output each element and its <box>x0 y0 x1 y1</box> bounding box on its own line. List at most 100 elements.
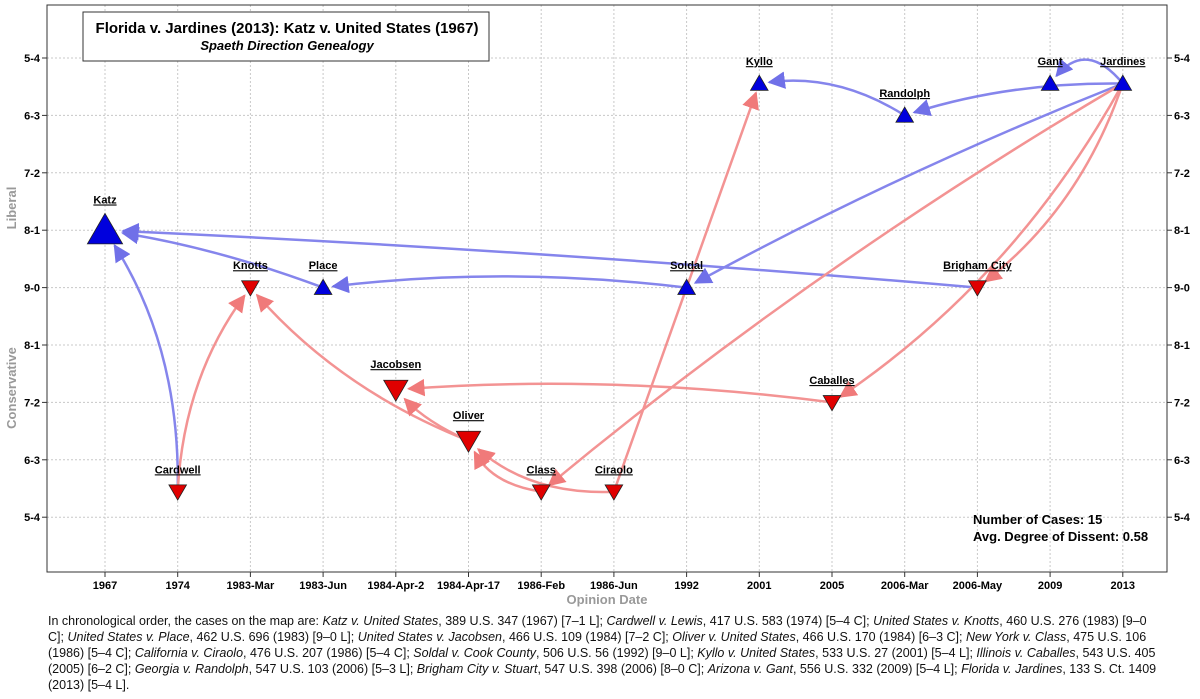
y-tick-label: 8-1 <box>24 225 40 237</box>
label-class: Class <box>527 464 556 476</box>
label-ciraolo: Ciraolo <box>595 464 633 476</box>
marker-knotts[interactable] <box>240 280 260 297</box>
caption-case-name: Brigham City v. Stuart <box>416 662 538 676</box>
caption-case-name: Georgia v. Randolph <box>134 662 249 676</box>
marker-randolph[interactable] <box>895 106 915 123</box>
caption-citation: , 506 U.S. 56 (1992) [9–0 L]; <box>536 646 694 660</box>
x-tick-label: 1986-Jun <box>590 580 638 592</box>
plot-frame <box>46 4 1168 573</box>
caption-case-name: Florida v. Jardines <box>961 662 1063 676</box>
chart-title: Florida v. Jardines (2013): Katz v. Unit… <box>96 20 479 37</box>
y-tick-label: 7-2 <box>1174 397 1190 409</box>
caption-entry: New York v. Class, 475 U.S. 106 (1986) [… <box>48 630 1146 660</box>
edge-soldal-place <box>331 275 687 294</box>
y-label-conservative: Conservative <box>4 347 19 429</box>
marker-caballes[interactable] <box>822 395 842 412</box>
case-markers: Katz Cardwell Knotts Place Jacobsen Oliver Cla… <box>86 56 1145 501</box>
case-list-caption: In chronological order, the cases on the… <box>48 613 1158 693</box>
x-tick-label: 1992 <box>674 580 698 592</box>
title-box: Florida v. Jardines (2013): Katz v. Unit… <box>82 11 490 62</box>
caption-citation: , 547 U.S. 398 (2006) [8–0 C]; <box>537 662 705 676</box>
edge-place-katz <box>121 226 324 289</box>
edges <box>113 58 1124 494</box>
caption-entry: Katz v. United States, 389 U.S. 347 (196… <box>322 614 603 628</box>
marker-kyllo[interactable] <box>749 74 769 91</box>
marker-jacobsen[interactable] <box>383 379 409 402</box>
label-caballes: Caballes <box>809 375 854 387</box>
caption-intro: In chronological order, the cases on the… <box>48 614 319 628</box>
x-tick-label: 1983-Mar <box>227 580 275 592</box>
caption-entry: Soldal v. Cook County, 506 U.S. 56 (1992… <box>413 646 694 660</box>
y-tick-label: 5-4 <box>24 512 41 524</box>
label-gant: Gant <box>1038 56 1063 68</box>
edge-jardines-soldal <box>693 82 1124 284</box>
y-tick-label: 5-4 <box>1174 512 1191 524</box>
caption-citation: , 133 S. Ct. 1409 (2013) [5–4 L]. <box>48 662 1157 692</box>
x-tick-label: 1983-Jun <box>299 580 347 592</box>
edge-jardines-class <box>547 82 1124 487</box>
caption-citation: , 389 U.S. 347 (1967) [7–1 L]; <box>438 614 603 628</box>
label-jacobsen: Jacobsen <box>370 359 421 371</box>
y-tick-label: 5-4 <box>1174 53 1191 65</box>
marker-cardwell[interactable] <box>168 484 188 501</box>
label-brigham: Brigham City <box>943 260 1012 272</box>
cases-count: Number of Cases: 15 <box>973 512 1102 527</box>
marker-soldal[interactable] <box>677 278 697 295</box>
edge-brigham-katz <box>121 223 978 289</box>
label-kyllo: Kyllo <box>746 56 773 68</box>
caption-case-name: Cardwell v. Lewis <box>606 614 703 628</box>
caption-case-name: New York v. Class <box>965 630 1067 644</box>
caption-case-name: Oliver v. United States <box>672 630 796 644</box>
label-katz: Katz <box>93 194 117 206</box>
y-ticks-left: 5-4 6-3 7-2 8-1 9-0 8-1 7-2 6-3 5-4 <box>24 53 47 524</box>
marker-jardines[interactable] <box>1113 74 1133 91</box>
caption-entry: United States v. Knotts, 460 U.S. 276 (1… <box>48 614 1147 644</box>
y-tick-label: 6-3 <box>24 455 40 467</box>
caption-case-name: California v. Ciraolo <box>134 646 244 660</box>
marker-ciraolo[interactable] <box>604 484 624 501</box>
label-place: Place <box>309 260 338 272</box>
edge-ciraolo-oliver <box>476 448 614 494</box>
caption-citation: , 466 U.S. 109 (1984) [7–2 C]; <box>502 630 669 644</box>
caption-entry: United States v. Place, 462 U.S. 696 (19… <box>67 630 354 644</box>
marker-place[interactable] <box>313 278 333 295</box>
x-tick-label: 1967 <box>93 580 117 592</box>
x-tick-label: 2013 <box>1111 580 1135 592</box>
x-tick-label: 2006-May <box>953 580 1003 592</box>
marker-oliver[interactable] <box>455 430 482 453</box>
chart-subtitle: Spaeth Direction Genealogy <box>200 38 374 53</box>
marker-class[interactable] <box>531 484 551 501</box>
caption-entry: Kyllo v. United States, 533 U.S. 27 (200… <box>697 646 973 660</box>
marker-brigham[interactable] <box>967 280 987 297</box>
label-knotts: Knotts <box>233 260 268 272</box>
caption-case-name: United States v. Place <box>67 630 190 644</box>
y-tick-label: 6-3 <box>1174 110 1190 122</box>
x-tick-label: 1974 <box>165 580 190 592</box>
caption-citation: , 556 U.S. 332 (2009) [5–4 L]; <box>792 662 958 676</box>
edge-cardwell-knotts <box>176 294 246 492</box>
caption-entry: California v. Ciraolo, 476 U.S. 207 (198… <box>135 646 410 660</box>
edge-caballes-jacobsen <box>407 378 833 404</box>
caption-citation: , 417 U.S. 583 (1974) [5–4 C]; <box>702 614 870 628</box>
caption-citation: , 466 U.S. 170 (1984) [6–3 C]; <box>795 630 963 644</box>
x-tick-label: 2006-Mar <box>881 580 929 592</box>
caption-entry: Illinois v. Caballes, 543 U.S. 405 (2005… <box>48 646 1155 676</box>
edge-jardines-brigham <box>983 83 1124 283</box>
y-tick-label: 8-1 <box>1174 225 1190 237</box>
x-ticks: 1967 1974 1983-Mar 1983-Jun 1984-Apr-2 1984-A… <box>93 572 1135 592</box>
label-cardwell: Cardwell <box>155 464 201 476</box>
caption-case-name: United States v. Knotts <box>873 614 1000 628</box>
caption-entry: Cardwell v. Lewis, 417 U.S. 583 (1974) [… <box>606 614 869 628</box>
x-tick-label: 2001 <box>747 580 771 592</box>
caption-entry: Georgia v. Randolph, 547 U.S. 103 (2006)… <box>135 662 413 676</box>
caption-case-name: Arizona v. Gant <box>707 662 793 676</box>
marker-katz[interactable] <box>86 212 124 245</box>
edge-randolph-kyllo <box>767 71 906 117</box>
label-soldal: Soldal <box>670 260 703 272</box>
edge-jardines-randolph <box>912 82 1123 117</box>
caption-citation: , 460 U.S. 276 (1983) [9–0 C]; <box>48 614 1147 644</box>
label-randolph: Randolph <box>879 88 930 100</box>
marker-gant[interactable] <box>1040 74 1060 91</box>
edge-oliver-knotts <box>255 293 469 442</box>
caption-case-name: Illinois v. Caballes <box>976 646 1076 660</box>
